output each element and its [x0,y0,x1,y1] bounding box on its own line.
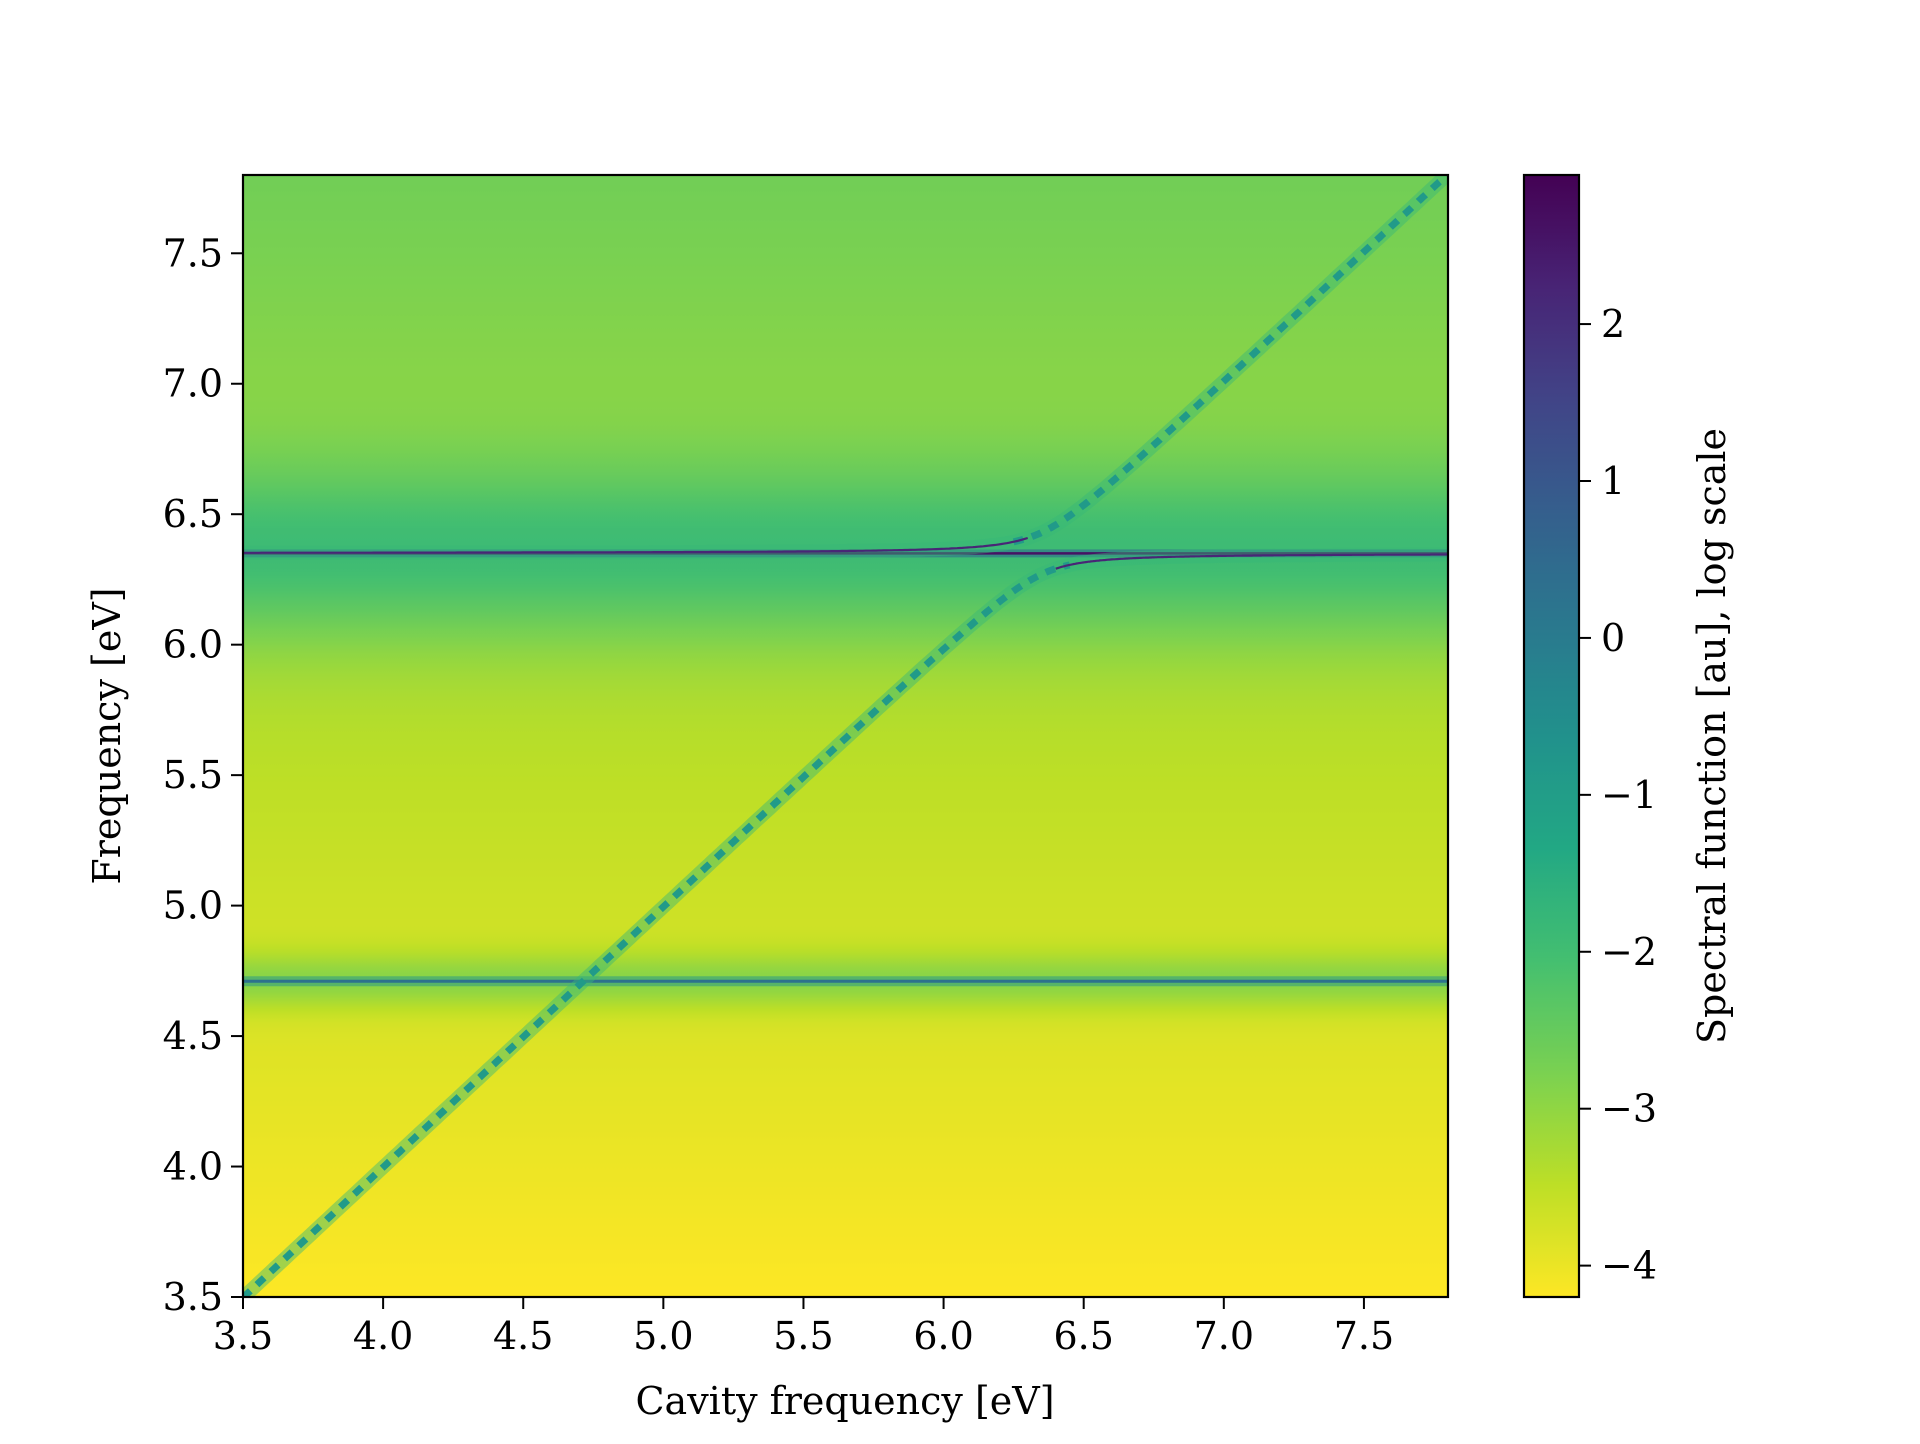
colorbar-tick-label: −4 [1601,1244,1657,1288]
y-tick-label: 7.0 [163,362,223,406]
x-tick-label: 3.5 [213,1314,273,1358]
colorbar-tick-label: −2 [1601,930,1657,974]
x-tick-label: 7.0 [1194,1314,1254,1358]
colorbar-tick-label: 1 [1601,459,1625,503]
lower-polariton-line [1055,553,1448,570]
y-tick-label: 4.5 [163,1014,223,1058]
x-tick-label: 4.5 [493,1314,553,1358]
lower-polariton-dashes [243,561,1071,1297]
x-tick-label: 7.5 [1334,1314,1394,1358]
upper-polariton-dashes [1012,175,1448,546]
x-tick-label: 6.5 [1053,1314,1113,1358]
heatmap-area [243,175,1448,1297]
y-tick-label: 5.0 [163,884,223,928]
y-tick-label: 6.5 [163,492,223,536]
x-tick-label: 5.0 [633,1314,693,1358]
y-tick-label: 4.0 [163,1145,223,1189]
colorbar-label: Spectral function [au], log scale [1690,428,1734,1044]
plot-frame [241,173,1450,1299]
colorbar-tick-label: −3 [1601,1087,1657,1131]
y-tick-label: 7.5 [163,231,223,275]
y-tick-label: 6.0 [163,623,223,667]
colorbar-tick-label: −1 [1601,773,1657,817]
spectral-lines [243,175,1448,1297]
colorbar [1524,175,1579,1297]
upper-polariton-line [243,536,1029,554]
y-axis-label: Frequency [eV] [85,587,129,884]
y-axis-ticks: 3.5 4.0 4.5 5.0 5.5 6.0 6.5 7.0 7.5 [163,231,243,1319]
x-tick-label: 6.0 [913,1314,973,1358]
colorbar-tick-label: 0 [1601,616,1625,660]
x-tick-label: 5.5 [773,1314,833,1358]
y-tick-label: 3.5 [163,1275,223,1319]
colorbar-ticks: −4 −3 −2 −1 0 1 2 [1579,302,1657,1288]
colorbar-frame [1522,173,1581,1299]
x-axis-label: Cavity frequency [eV] [635,1379,1054,1423]
y-tick-label: 5.5 [163,753,223,797]
x-tick-label: 4.0 [353,1314,413,1358]
colorbar-tick-label: 2 [1601,302,1625,346]
x-axis-ticks: 3.5 4.0 4.5 5.0 5.5 6.0 6.5 7.0 7.5 [213,1297,1394,1358]
